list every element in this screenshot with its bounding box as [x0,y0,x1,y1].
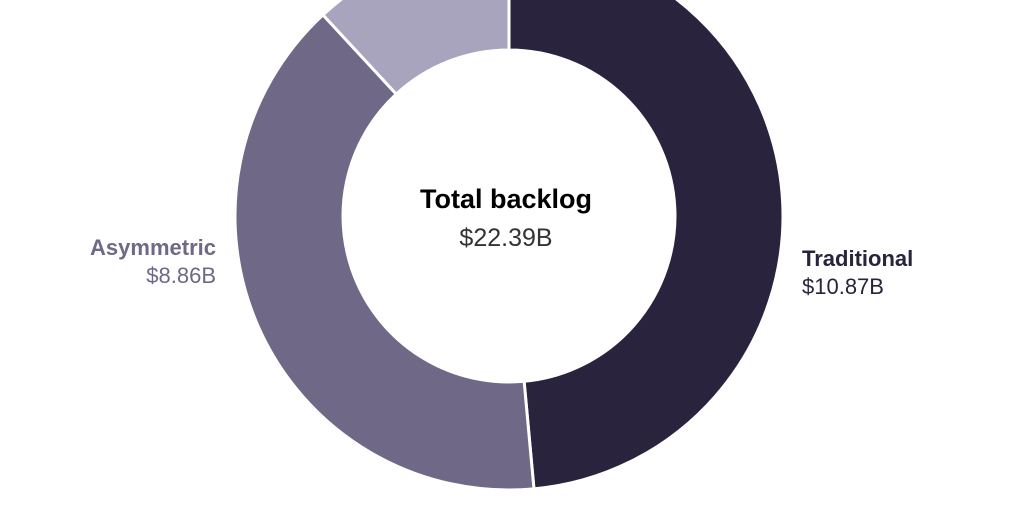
slice-label-traditional: Traditional [802,246,913,271]
center-value: $22.39B [459,224,552,252]
slice-label-asymmetric: Asymmetric [90,235,216,260]
donut-slice-asymmetric [233,12,536,492]
slice-value-traditional: $10.87B [802,274,884,299]
donut-slice-traditional [507,0,785,491]
donut-slice-other [320,0,511,97]
donut-slices [233,0,785,492]
center-title: Total backlog [420,184,592,214]
slice-value-asymmetric: $8.86B [146,263,216,288]
